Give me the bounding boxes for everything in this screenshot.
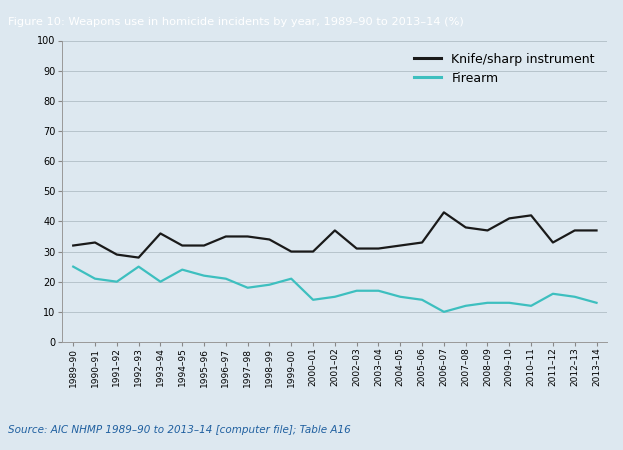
Knife/sharp instrument xyxy=(222,234,229,239)
Firearm xyxy=(592,300,600,306)
Knife/sharp instrument xyxy=(244,234,251,239)
Firearm xyxy=(506,300,513,306)
Firearm xyxy=(113,279,121,284)
Firearm xyxy=(331,294,339,300)
Firearm xyxy=(287,276,295,281)
Knife/sharp instrument xyxy=(396,243,404,248)
Knife/sharp instrument xyxy=(571,228,578,233)
Knife/sharp instrument xyxy=(113,252,121,257)
Knife/sharp instrument xyxy=(374,246,382,251)
Firearm xyxy=(396,294,404,300)
Firearm xyxy=(157,279,164,284)
Knife/sharp instrument xyxy=(310,249,317,254)
Firearm xyxy=(135,264,142,269)
Firearm xyxy=(69,264,77,269)
Firearm xyxy=(549,291,557,297)
Firearm xyxy=(527,303,535,309)
Knife/sharp instrument xyxy=(549,240,557,245)
Firearm xyxy=(265,282,273,288)
Firearm xyxy=(353,288,360,293)
Knife/sharp instrument xyxy=(462,225,470,230)
Knife/sharp instrument xyxy=(353,246,360,251)
Firearm xyxy=(440,309,447,315)
Firearm xyxy=(419,297,426,302)
Knife/sharp instrument xyxy=(265,237,273,242)
Knife/sharp instrument xyxy=(200,243,207,248)
Firearm xyxy=(462,303,470,309)
Knife/sharp instrument xyxy=(483,228,491,233)
Knife/sharp instrument xyxy=(419,240,426,245)
Knife/sharp instrument xyxy=(287,249,295,254)
Knife/sharp instrument xyxy=(331,228,339,233)
Firearm xyxy=(244,285,251,290)
Knife/sharp instrument xyxy=(440,210,447,215)
Knife/sharp instrument xyxy=(91,240,98,245)
Firearm xyxy=(310,297,317,302)
Firearm xyxy=(483,300,491,306)
Knife/sharp instrument xyxy=(135,255,142,260)
Line: Knife/sharp instrument: Knife/sharp instrument xyxy=(74,212,596,257)
Firearm xyxy=(374,288,382,293)
Line: Firearm: Firearm xyxy=(74,266,596,312)
Firearm xyxy=(200,273,207,279)
Text: Figure 10: Weapons use in homicide incidents by year, 1989–90 to 2013–14 (%): Figure 10: Weapons use in homicide incid… xyxy=(8,17,464,27)
Text: Source: AIC NHMP 1989–90 to 2013–14 [computer file]; Table A16: Source: AIC NHMP 1989–90 to 2013–14 [com… xyxy=(8,425,351,435)
Knife/sharp instrument xyxy=(69,243,77,248)
Knife/sharp instrument xyxy=(592,228,600,233)
Knife/sharp instrument xyxy=(179,243,186,248)
Firearm xyxy=(222,276,229,281)
Firearm xyxy=(91,276,98,281)
Knife/sharp instrument xyxy=(506,216,513,221)
Firearm xyxy=(179,267,186,272)
Knife/sharp instrument xyxy=(157,231,164,236)
Firearm xyxy=(571,294,578,300)
Legend: Knife/sharp instrument, Firearm: Knife/sharp instrument, Firearm xyxy=(407,47,601,91)
Knife/sharp instrument xyxy=(527,213,535,218)
